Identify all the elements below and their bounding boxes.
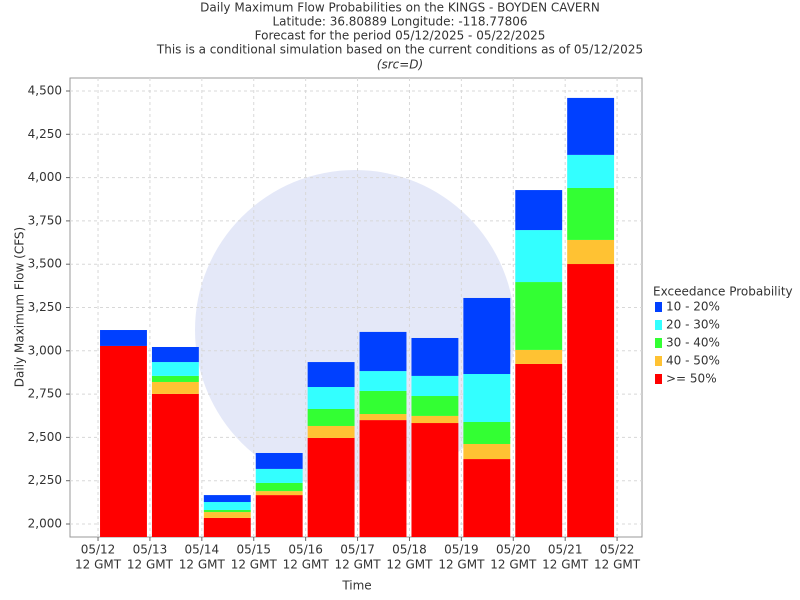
bar-segment (151, 346, 199, 363)
legend-swatch (655, 338, 662, 348)
y-tick-label: 2,750 (28, 387, 62, 401)
bar-segment (151, 393, 199, 537)
x-tick-label: 05/14 (185, 543, 220, 557)
bar-segment (203, 502, 251, 510)
bar-segment (307, 387, 355, 409)
bar-segment (100, 330, 147, 346)
bar-segment (359, 331, 407, 372)
y-tick-label: 4,500 (28, 83, 62, 97)
bar-segment (567, 97, 615, 155)
bar-segment (203, 512, 251, 518)
legend-label: 30 - 40% (666, 336, 720, 350)
x-tick-sublabel: 12 GMT (594, 558, 641, 572)
bar-segment (411, 337, 459, 376)
y-tick-label: 2,500 (28, 430, 62, 444)
x-tick-label: 05/19 (444, 543, 479, 557)
legend-label: 40 - 50% (666, 354, 720, 368)
chart-title: Daily Maximum Flow Probabilities on the … (200, 1, 600, 15)
bar-segment (203, 509, 251, 513)
bar-segment (203, 517, 251, 537)
bar-segment (463, 443, 511, 460)
y-tick-label: 3,750 (28, 213, 62, 227)
bar-segment (307, 437, 355, 537)
bar-segment (255, 491, 303, 496)
bar-segment (151, 381, 199, 394)
y-tick-label: 4,250 (28, 127, 62, 141)
source-note: (src=D) (377, 58, 423, 72)
bar-segment (359, 371, 407, 391)
x-tick-label: 05/15 (236, 543, 271, 557)
x-tick-label: 05/20 (496, 543, 531, 557)
x-tick-sublabel: 12 GMT (335, 558, 382, 572)
legend-label: 20 - 30% (666, 318, 720, 332)
bar-segment (307, 425, 355, 438)
y-tick-label: 2,000 (28, 517, 62, 531)
x-tick-sublabel: 12 GMT (75, 558, 122, 572)
legend-swatch (655, 302, 662, 312)
bar-segment (515, 230, 563, 283)
legend-swatch (655, 374, 662, 384)
bar-segment (463, 297, 511, 375)
legend-label: >= 50% (666, 372, 717, 386)
x-tick-sublabel: 12 GMT (542, 558, 589, 572)
x-tick-label: 05/16 (288, 543, 323, 557)
x-tick-label: 05/12 (81, 543, 116, 557)
x-tick-sublabel: 12 GMT (438, 558, 485, 572)
bar-segment (411, 423, 459, 537)
bar-segment (255, 495, 303, 537)
y-axis-label: Daily Maximum Flow (CFS) (13, 227, 27, 387)
bar-segment (151, 362, 199, 376)
bar-segment (463, 459, 511, 537)
bar-segment (567, 187, 615, 240)
bar-segment (567, 154, 615, 188)
legend-label: 10 - 20% (666, 300, 720, 314)
bar-segment (100, 345, 147, 537)
y-tick-label: 3,000 (28, 343, 62, 357)
bar-segment (567, 239, 615, 265)
bar-segment (567, 264, 615, 537)
x-tick-label: 05/17 (340, 543, 375, 557)
bar-segment (515, 190, 563, 231)
bar-segment (307, 362, 355, 388)
y-tick-label: 3,250 (28, 300, 62, 314)
x-tick-sublabel: 12 GMT (179, 558, 226, 572)
y-tick-label: 3,500 (28, 257, 62, 271)
bar-segment (359, 420, 407, 537)
bar-segment (411, 415, 459, 424)
legend-title: Exceedance Probability (653, 285, 793, 299)
bar-segment (515, 363, 563, 537)
x-tick-label: 05/13 (133, 543, 168, 557)
x-tick-sublabel: 12 GMT (386, 558, 433, 572)
bar-segment (203, 495, 251, 503)
subtitle: Latitude: 36.80889 Longitude: -118.77806 (272, 15, 527, 29)
bar-segment (515, 349, 563, 364)
x-tick-label: 05/21 (548, 543, 583, 557)
subtitle: Forecast for the period 05/12/2025 - 05/… (255, 29, 546, 43)
bar-segment (255, 452, 303, 469)
x-tick-sublabel: 12 GMT (231, 558, 278, 572)
bar-segment (151, 375, 199, 382)
y-tick-label: 2,250 (28, 473, 62, 487)
bar-segment (411, 396, 459, 416)
y-tick-label: 4,000 (28, 170, 62, 184)
bar-segment (359, 390, 407, 415)
subtitle: This is a conditional simulation based o… (156, 43, 643, 57)
x-tick-label: 05/22 (600, 543, 635, 557)
legend-swatch (655, 356, 662, 366)
bar-segment (463, 374, 511, 422)
x-tick-sublabel: 12 GMT (127, 558, 174, 572)
bar-segment (255, 468, 303, 483)
x-tick-sublabel: 12 GMT (283, 558, 330, 572)
bar-segment (515, 282, 563, 350)
bar-segment (307, 408, 355, 426)
bar-segment (411, 375, 459, 397)
bar-segment (359, 414, 407, 421)
bar-segment (463, 421, 511, 444)
bar-segment (255, 482, 303, 492)
legend-swatch (655, 320, 662, 330)
x-tick-label: 05/18 (392, 543, 427, 557)
x-tick-sublabel: 12 GMT (490, 558, 537, 572)
x-axis-label: Time (341, 579, 371, 593)
